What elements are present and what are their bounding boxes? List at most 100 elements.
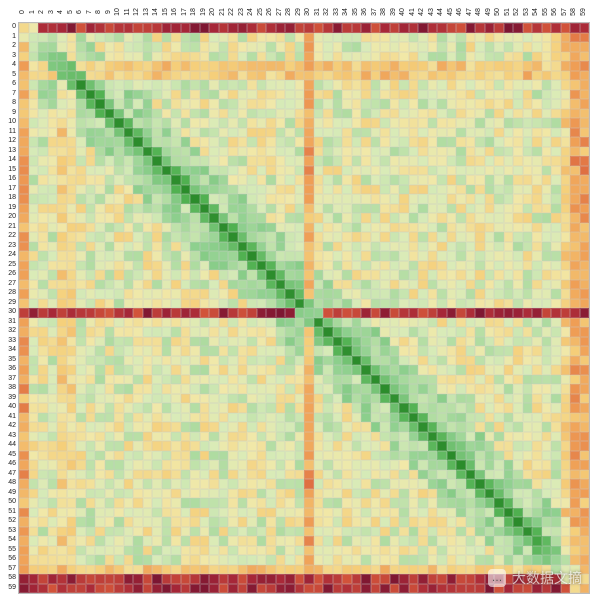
heatmap-cell [200, 489, 210, 499]
heatmap-cell [418, 90, 428, 100]
heatmap-cell [247, 156, 257, 166]
heatmap-cell [304, 90, 314, 100]
heatmap-cell [266, 508, 276, 518]
heatmap-cell [418, 479, 428, 489]
heatmap-cell [447, 242, 457, 252]
heatmap-cell [257, 156, 267, 166]
heatmap-cell [342, 422, 352, 432]
heatmap-cell [551, 479, 561, 489]
heatmap-cell [342, 546, 352, 556]
heatmap-cell [152, 52, 162, 62]
heatmap-cell [152, 517, 162, 527]
heatmap-cell [285, 251, 295, 261]
heatmap-cell [399, 479, 409, 489]
heatmap-cell [105, 52, 115, 62]
heatmap-cell [485, 90, 495, 100]
heatmap-cell [219, 451, 229, 461]
heatmap-cell [513, 61, 523, 71]
heatmap-cell [228, 33, 238, 43]
heatmap-cell [437, 479, 447, 489]
heatmap-cell [513, 280, 523, 290]
heatmap-cell [580, 156, 590, 166]
heatmap-cell [228, 99, 238, 109]
heatmap-cell [437, 80, 447, 90]
heatmap-cell [143, 489, 153, 499]
heatmap-cell [276, 280, 286, 290]
heatmap-cell [209, 546, 219, 556]
heatmap-cell [181, 128, 191, 138]
heatmap-cell [551, 156, 561, 166]
y-tick-label: 14 [0, 155, 18, 165]
heatmap-cell [133, 90, 143, 100]
heatmap-cell [342, 327, 352, 337]
heatmap-cell [105, 470, 115, 480]
heatmap-cell [257, 517, 267, 527]
heatmap-cell [504, 71, 514, 81]
heatmap-cell [143, 327, 153, 337]
heatmap-cell [86, 99, 96, 109]
heatmap-cell [48, 289, 58, 299]
heatmap-cell [76, 584, 86, 594]
heatmap-cell [494, 422, 504, 432]
heatmap-cell [399, 118, 409, 128]
heatmap-cell [76, 422, 86, 432]
heatmap-cell [361, 584, 371, 594]
heatmap-cell [352, 42, 362, 52]
heatmap-cell [190, 555, 200, 565]
heatmap-cell [428, 508, 438, 518]
heatmap-cell [200, 71, 210, 81]
heatmap-cell [266, 375, 276, 385]
heatmap-cell [133, 166, 143, 176]
heatmap-cell [304, 175, 314, 185]
heatmap-cell [228, 251, 238, 261]
heatmap-cell [276, 204, 286, 214]
heatmap-cell [570, 365, 580, 375]
heatmap-cell [133, 185, 143, 195]
heatmap-cell [447, 375, 457, 385]
heatmap-cell [342, 356, 352, 366]
y-tick-label: 44 [0, 440, 18, 450]
heatmap-cell [428, 375, 438, 385]
heatmap-cell [314, 80, 324, 90]
heatmap-cell [114, 327, 124, 337]
heatmap-cell [428, 242, 438, 252]
heatmap-cell [105, 223, 115, 233]
heatmap-cell [209, 61, 219, 71]
heatmap-cell [570, 555, 580, 565]
heatmap-cell [551, 147, 561, 157]
heatmap-cell [466, 365, 476, 375]
heatmap-cell [352, 318, 362, 328]
heatmap-cell [314, 432, 324, 442]
heatmap-cell [48, 327, 58, 337]
heatmap-cell [551, 223, 561, 233]
heatmap-cell [86, 175, 96, 185]
heatmap-cell [447, 194, 457, 204]
heatmap-cell [105, 270, 115, 280]
heatmap-cell [219, 194, 229, 204]
heatmap-cell [466, 441, 476, 451]
heatmap-cell [86, 508, 96, 518]
heatmap-cell [333, 99, 343, 109]
heatmap-cell [437, 61, 447, 71]
heatmap-cell [209, 232, 219, 242]
heatmap-cell [542, 223, 552, 233]
heatmap-cell [57, 308, 67, 318]
heatmap-cell [38, 90, 48, 100]
heatmap-cell [209, 489, 219, 499]
heatmap-cell [447, 251, 457, 261]
heatmap-cell [418, 546, 428, 556]
heatmap-cell [133, 498, 143, 508]
heatmap-cell [67, 261, 77, 271]
heatmap-cell [466, 71, 476, 81]
heatmap-cell [371, 375, 381, 385]
heatmap-cell [38, 394, 48, 404]
heatmap-cell [570, 451, 580, 461]
heatmap-cell [447, 356, 457, 366]
heatmap-cell [380, 109, 390, 119]
heatmap-cell [314, 546, 324, 556]
heatmap-cell [532, 432, 542, 442]
heatmap-cell [418, 337, 428, 347]
heatmap-cell [29, 574, 39, 584]
heatmap-cell [76, 33, 86, 43]
heatmap-cell [570, 99, 580, 109]
